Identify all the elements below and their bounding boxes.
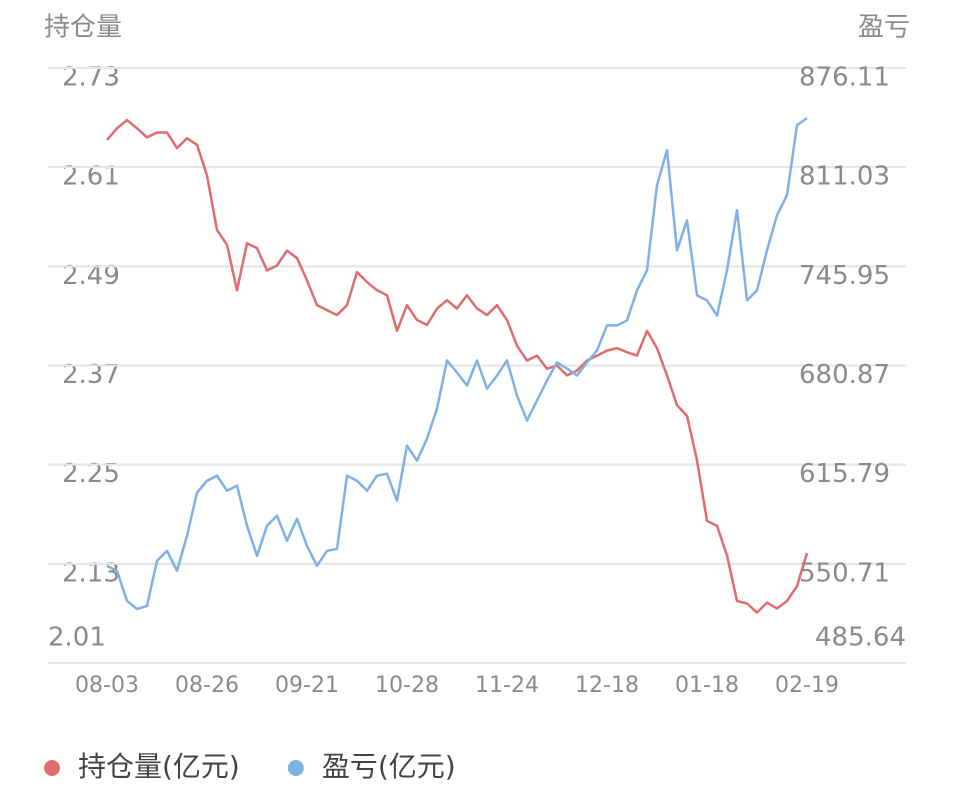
legend-label: 持仓量(亿元) xyxy=(78,750,240,783)
y2-tick-label: 550.71 xyxy=(799,558,890,588)
y-tick-label: 2.13 xyxy=(62,558,120,588)
x-tick-label: 01-18 xyxy=(675,673,739,698)
x-tick-label: 02-19 xyxy=(775,673,839,698)
legend-marker xyxy=(44,760,60,776)
y-tick-label: 2.01 xyxy=(48,623,106,653)
y-tick-label: 2.49 xyxy=(62,261,120,291)
y2-axis-title: 盈亏 xyxy=(858,13,910,43)
legend-label: 盈亏(亿元) xyxy=(322,750,456,783)
x-tick-label: 12-18 xyxy=(575,673,639,698)
series-line xyxy=(106,118,809,614)
legend-marker xyxy=(287,760,304,776)
y2-tick-label: 745.95 xyxy=(799,261,890,291)
x-tick-label: 10-28 xyxy=(375,673,439,698)
x-tick-label: 09-21 xyxy=(275,673,339,698)
y2-tick-label: 485.64 xyxy=(815,623,906,653)
y2-tick-label: 876.11 xyxy=(799,63,890,93)
y-tick-label: 2.61 xyxy=(62,162,120,192)
series-line xyxy=(106,117,808,611)
y-tick-label: 2.25 xyxy=(62,459,120,489)
x-tick-label: 08-03 xyxy=(75,673,139,698)
y2-tick-label: 615.79 xyxy=(799,459,890,489)
y2-tick-label: 680.87 xyxy=(799,360,890,390)
x-tick-label: 11-24 xyxy=(475,673,539,698)
x-tick-label: 08-26 xyxy=(175,673,239,698)
y-axis-title: 持仓量 xyxy=(44,13,122,43)
y2-tick-label: 811.03 xyxy=(799,162,890,192)
y-tick-label: 2.37 xyxy=(62,360,120,390)
